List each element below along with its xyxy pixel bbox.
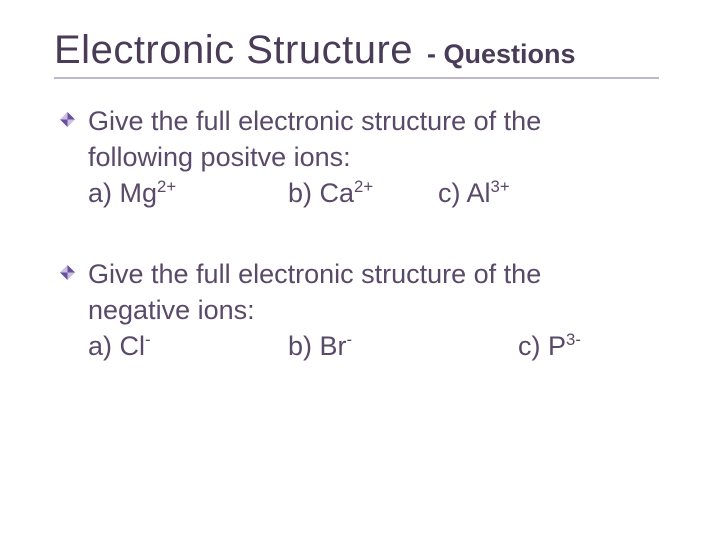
bullet-row: Give the full electronic structure of th… — [88, 105, 672, 139]
list-item: a) Cl- — [88, 330, 288, 364]
question-items: a) Mg2+ b) Ca2+ c) Al3+ — [88, 177, 672, 211]
question-subline: negative ions: — [88, 294, 672, 328]
question-lead: Give the full electronic structure of th… — [88, 258, 672, 292]
question-block: Give the full electronic structure of th… — [88, 258, 672, 363]
slide-subtitle: - Questions — [427, 39, 576, 70]
question-subline: following positve ions: — [88, 141, 672, 175]
list-item: b) Br- — [288, 330, 518, 364]
bullet-row: Give the full electronic structure of th… — [88, 258, 672, 292]
list-item: a) Mg2+ — [88, 177, 288, 211]
question-lead: Give the full electronic structure of th… — [88, 105, 672, 139]
list-item: c) Al3+ — [438, 177, 578, 211]
slide-title: Electronic Structure — [54, 28, 413, 73]
title-rule — [54, 77, 659, 79]
title-row: Electronic Structure - Questions — [54, 28, 672, 73]
list-item: b) Ca2+ — [288, 177, 438, 211]
question-block: Give the full electronic structure of th… — [88, 105, 672, 210]
slide: Electronic Structure - Questions Give th… — [0, 0, 720, 540]
diamond-icon — [60, 112, 75, 127]
list-item: c) P3- — [518, 330, 638, 364]
content-area: Give the full electronic structure of th… — [48, 105, 672, 364]
diamond-icon — [60, 265, 75, 280]
question-items: a) Cl- b) Br- c) P3- — [88, 330, 672, 364]
